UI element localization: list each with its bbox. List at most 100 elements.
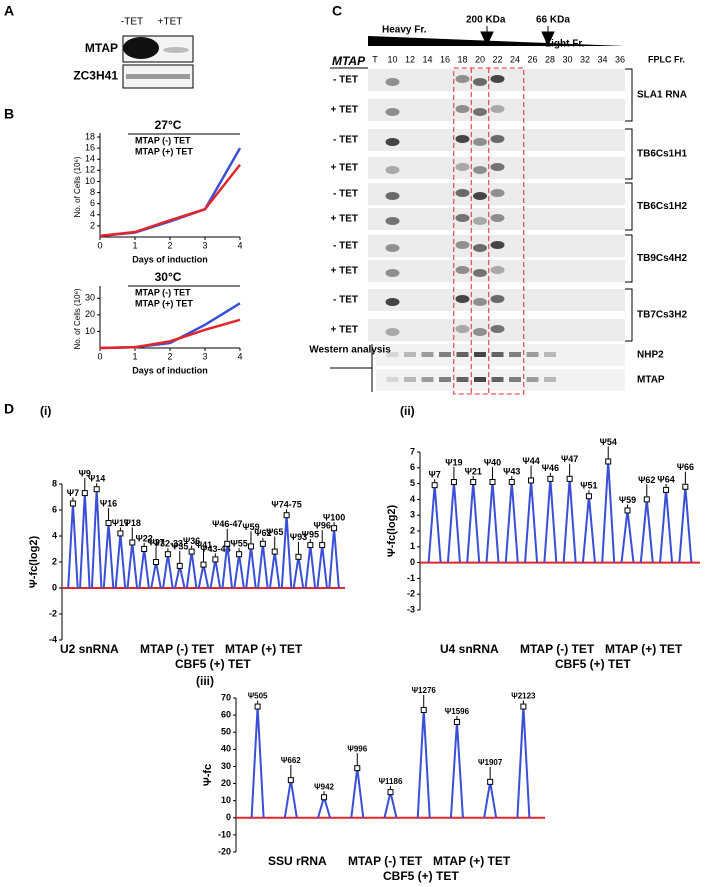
y-tick-label: 0 [226,812,231,822]
peak-marker [247,543,254,550]
band [126,74,190,79]
fraction-label: 24 [510,54,520,64]
peak-label: Ψ65 [266,527,283,537]
group-label: TB6Cs1H2 [637,201,687,212]
peak-marker [453,718,460,725]
arrow [541,26,555,47]
peak-label: Ψ41 [195,540,212,550]
peak-marker [117,530,124,537]
row-label: + TET [330,163,358,174]
y-tick-label: 70 [221,692,231,702]
y-tick-label: -2 [407,589,415,599]
peak-label: Ψ64 [657,474,674,484]
band [473,217,487,225]
fraction-label: 32 [580,54,590,64]
band [163,47,189,53]
peak-label: Ψ1596 [445,707,470,716]
peak [102,522,115,589]
peak-marker [319,542,326,549]
peak [245,546,257,589]
peak [257,543,269,589]
x-tick-label: 4 [237,351,242,361]
subpanel-tag: (iii) [196,674,214,688]
y-tick-label: 50 [221,727,231,737]
peak-marker [224,540,231,547]
subpanel-tag: (ii) [400,404,415,418]
y-tick-label: 0 [410,557,415,567]
peak [639,499,654,563]
peak-label: Ψ21 [465,466,482,476]
fraction-label: 18 [457,54,467,64]
peak-marker [566,475,573,482]
fraction-label: 34 [597,54,607,64]
y-tick-label: 30 [85,293,95,303]
peak-marker [287,777,294,784]
peak-marker [188,548,195,555]
peak-label: Ψ95 [302,529,319,539]
peak-marker [153,559,160,565]
chart-title: 30°C [155,270,182,284]
band [473,78,487,86]
peak [416,709,431,818]
row-label: - TET [333,135,358,146]
legend-entry: MTAP (+) TET [135,298,193,308]
peak-marker [605,458,612,465]
peak-label: Ψ62 [254,528,271,538]
peak [162,554,174,589]
peak-marker [259,540,266,547]
row-label: + TET [330,266,358,277]
peak-marker [254,703,261,710]
peak-label: Ψ62 [638,475,655,485]
y-tick-label: 6 [52,504,57,514]
legend-entry: MTAP (+) TET [433,854,511,868]
peak [233,554,245,589]
band [385,78,400,86]
peak-marker [331,525,338,532]
row-label: - TET [333,75,358,86]
peak [678,486,693,563]
x-tick-label: 1 [132,240,137,250]
peak-label: Ψ1186 [379,777,403,786]
peak-marker [354,765,361,772]
column-label: -TET [121,17,143,28]
fraction-label: 30 [562,54,572,64]
y-tick-label: 12 [85,165,95,175]
fraction-label: 12 [405,54,415,64]
peak [316,544,328,589]
band [455,325,470,333]
y-tick-label: -3 [407,604,415,614]
legend-entry: CBF5 (+) TET [555,657,631,671]
band [439,352,451,357]
peak-marker [321,794,328,801]
peak [620,510,635,563]
band [490,135,505,143]
band [474,377,486,382]
arrow [480,26,494,47]
peak [268,551,281,589]
legend-entry: MTAP (-) TET [135,287,191,297]
bracket [625,68,633,122]
band [455,295,470,303]
panel-label: B [4,106,14,122]
peak-marker [663,486,670,493]
peak-label: Ψ942 [314,782,334,791]
y-tick-label: 10 [85,326,95,336]
peak-label: Ψ93 [290,532,307,542]
band [455,214,470,222]
fraction-label: 10 [387,54,397,64]
y-tick-label: 8 [90,187,95,197]
peak-label: Ψ9 [79,468,91,478]
band [473,269,487,277]
fraction-label: 28 [545,54,555,64]
peak-label: Ψ2123 [511,692,536,701]
column-label: +TET [158,17,183,28]
peak [449,721,464,818]
band [385,328,400,336]
peak-marker [141,546,148,552]
peak-marker [487,778,494,785]
peak [328,528,340,589]
band [385,244,400,252]
y-tick-label: 2 [52,556,57,566]
y-tick-label: 10 [85,176,95,186]
